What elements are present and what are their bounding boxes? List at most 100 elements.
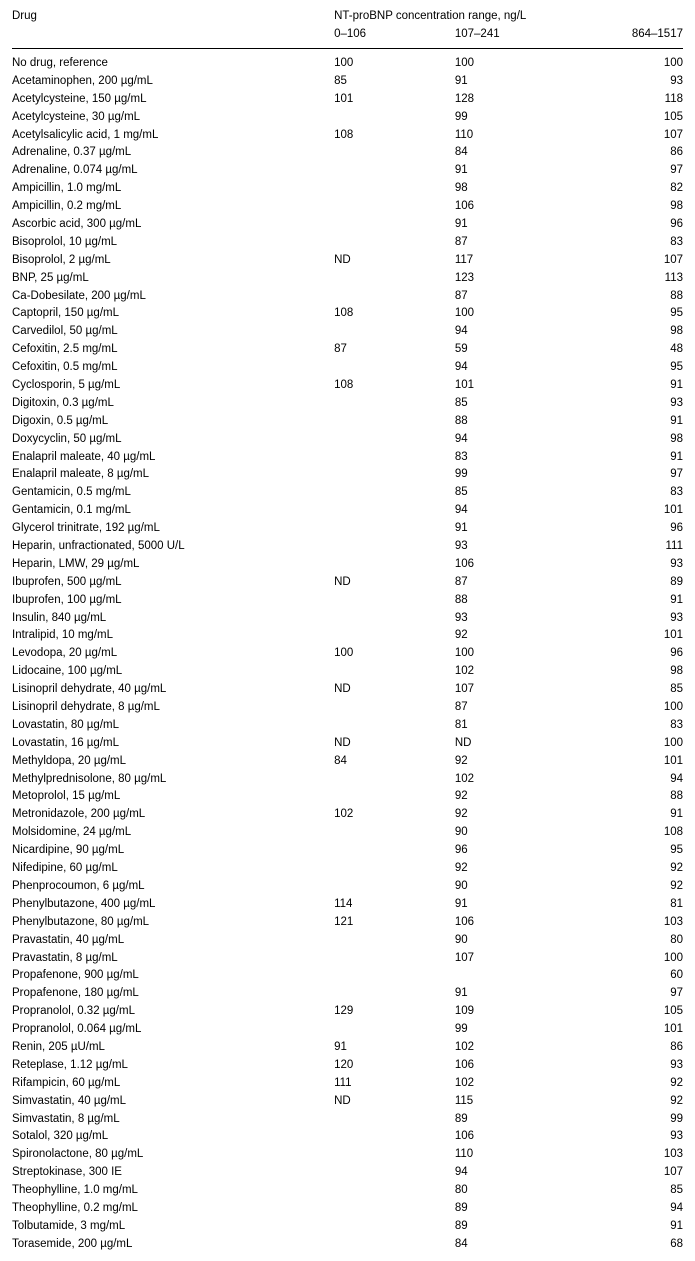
value-a-cell <box>334 502 455 520</box>
table-row: Theophylline, 1.0 mg/mL8085 <box>12 1182 683 1200</box>
value-b-cell: 91 <box>455 896 589 914</box>
value-a-cell <box>334 1110 455 1128</box>
value-a-cell <box>334 985 455 1003</box>
value-c-cell: 83 <box>589 484 683 502</box>
value-a-cell <box>334 699 455 717</box>
drug-cell: Glycerol trinitrate, 192 µg/mL <box>12 520 334 538</box>
value-c-cell: 98 <box>589 198 683 216</box>
value-a-cell <box>334 144 455 162</box>
drug-cell: Torasemide, 200 µg/mL <box>12 1236 334 1254</box>
table-row: Methylprednisolone, 80 µg/mL10294 <box>12 770 683 788</box>
table-row: Methyldopa, 20 µg/mL8492101 <box>12 753 683 771</box>
table-row: Reteplase, 1.12 µg/mL12010693 <box>12 1057 683 1075</box>
value-a-cell <box>334 1182 455 1200</box>
value-b-cell: 94 <box>455 359 589 377</box>
drug-cell: Rifampicin, 60 µg/mL <box>12 1075 334 1093</box>
value-b-cell: 128 <box>455 91 589 109</box>
drug-cell: Methylprednisolone, 80 µg/mL <box>12 770 334 788</box>
value-a-cell <box>334 949 455 967</box>
value-b-cell: 106 <box>455 914 589 932</box>
table-row: Pravastatin, 8 µg/mL107100 <box>12 949 683 967</box>
value-a-cell <box>334 1021 455 1039</box>
table-row: Nicardipine, 90 µg/mL9695 <box>12 842 683 860</box>
table-row: Captopril, 150 µg/mL10810095 <box>12 305 683 323</box>
table-row: Torasemide, 200 µg/mL8468 <box>12 1236 683 1254</box>
drug-cell: Ibuprofen, 500 µg/mL <box>12 574 334 592</box>
value-a-cell <box>334 108 455 126</box>
table-row: Acetylsalicylic acid, 1 mg/mL108110107 <box>12 126 683 144</box>
drug-cell: Nicardipine, 90 µg/mL <box>12 842 334 860</box>
value-c-cell: 93 <box>589 395 683 413</box>
value-c-cell: 100 <box>589 55 683 73</box>
drug-cell: Gentamicin, 0.1 mg/mL <box>12 502 334 520</box>
value-c-cell: 92 <box>589 860 683 878</box>
value-a-cell <box>334 592 455 610</box>
value-b-cell: 99 <box>455 466 589 484</box>
table-row: Simvastatin, 8 µg/mL8999 <box>12 1110 683 1128</box>
value-b-cell: 106 <box>455 1057 589 1075</box>
value-a-cell: 129 <box>334 1003 455 1021</box>
value-c-cell: 92 <box>589 878 683 896</box>
drug-cell: Simvastatin, 8 µg/mL <box>12 1110 334 1128</box>
value-b-cell: 80 <box>455 1182 589 1200</box>
value-c-cell: 91 <box>589 592 683 610</box>
value-c-cell: 99 <box>589 1110 683 1128</box>
table-row: Molsidomine, 24 µg/mL90108 <box>12 824 683 842</box>
value-c-cell: 113 <box>589 269 683 287</box>
value-b-cell: 123 <box>455 269 589 287</box>
value-b-cell: 99 <box>455 1021 589 1039</box>
drug-cell: Ibuprofen, 100 µg/mL <box>12 592 334 610</box>
value-c-cell: 83 <box>589 234 683 252</box>
table-row: Lisinopril dehydrate, 40 µg/mLND10785 <box>12 681 683 699</box>
col-a-header: 0–106 <box>334 26 455 44</box>
table-row: Propranolol, 0.064 µg/mL99101 <box>12 1021 683 1039</box>
value-a-cell <box>334 770 455 788</box>
table-row: Nifedipine, 60 µg/mL9292 <box>12 860 683 878</box>
drug-cell: Ampicillin, 1.0 mg/mL <box>12 180 334 198</box>
table-row: Enalapril maleate, 40 µg/mL8391 <box>12 448 683 466</box>
value-a-cell: 91 <box>334 1039 455 1057</box>
drug-cell: Cefoxitin, 2.5 mg/mL <box>12 341 334 359</box>
value-b-cell: 93 <box>455 538 589 556</box>
value-c-cell: 93 <box>589 609 683 627</box>
table-row: Sotalol, 320 µg/mL10693 <box>12 1128 683 1146</box>
value-a-cell: ND <box>334 681 455 699</box>
table-row: Cyclosporin, 5 µg/mL10810191 <box>12 377 683 395</box>
table-row: Lisinopril dehydrate, 8 µg/mL87100 <box>12 699 683 717</box>
value-b-cell: 89 <box>455 1200 589 1218</box>
value-c-cell: 100 <box>589 699 683 717</box>
value-a-cell <box>334 162 455 180</box>
col-b-header: 107–241 <box>455 26 589 44</box>
value-a-cell: 85 <box>334 73 455 91</box>
drug-cell: Doxycyclin, 50 µg/mL <box>12 430 334 448</box>
value-c-cell: 108 <box>589 824 683 842</box>
value-a-cell <box>334 520 455 538</box>
value-c-cell: 82 <box>589 180 683 198</box>
value-b-cell: 94 <box>455 1164 589 1182</box>
value-c-cell: 93 <box>589 1057 683 1075</box>
value-b-cell: 102 <box>455 770 589 788</box>
value-b-cell: 102 <box>455 1039 589 1057</box>
value-c-cell: 95 <box>589 842 683 860</box>
drug-cell: Bisoprolol, 2 µg/mL <box>12 252 334 270</box>
value-b-cell: 100 <box>455 645 589 663</box>
drug-cell: Enalapril maleate, 8 µg/mL <box>12 466 334 484</box>
value-b-cell: 91 <box>455 162 589 180</box>
value-c-cell: 81 <box>589 896 683 914</box>
drug-cell: Gentamicin, 0.5 mg/mL <box>12 484 334 502</box>
table-row: Acetylcysteine, 150 µg/mL101128118 <box>12 91 683 109</box>
value-c-cell: 93 <box>589 556 683 574</box>
header-drug: Drug <box>12 8 334 26</box>
value-c-cell: 48 <box>589 341 683 359</box>
value-b-cell: 91 <box>455 216 589 234</box>
table-row: Theophylline, 0.2 mg/mL8994 <box>12 1200 683 1218</box>
drug-cell: Adrenaline, 0.37 µg/mL <box>12 144 334 162</box>
drug-cell: Lidocaine, 100 µg/mL <box>12 663 334 681</box>
value-b-cell: 90 <box>455 878 589 896</box>
value-a-cell <box>334 627 455 645</box>
value-c-cell: 97 <box>589 162 683 180</box>
value-c-cell: 103 <box>589 1146 683 1164</box>
drug-cell: Metoprolol, 15 µg/mL <box>12 788 334 806</box>
header-table: Drug NT-proBNP concentration range, ng/L <box>12 8 683 26</box>
drug-cell: Simvastatin, 40 µg/mL <box>12 1092 334 1110</box>
